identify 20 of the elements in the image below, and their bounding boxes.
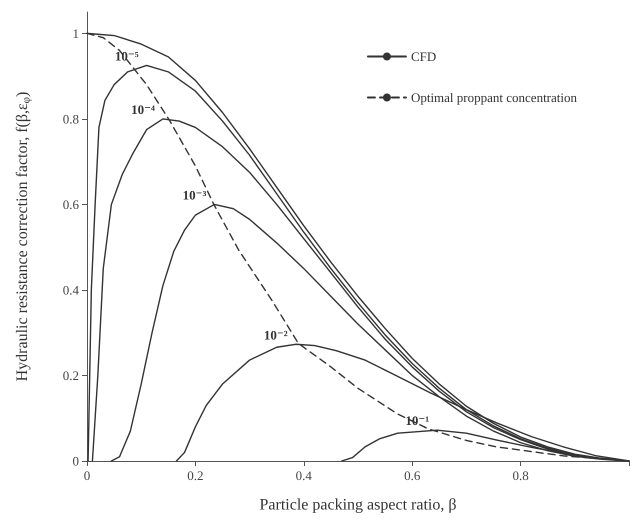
y-tick-label: 0.6 — [62, 196, 80, 212]
annotation: 10⁻¹ — [405, 413, 430, 428]
y-axis-title: Hydraulic resistance correction factor, f(β,εφ) — [14, 92, 32, 382]
legend-label: Optimal proppant concentration — [410, 90, 578, 105]
x-tick-label: 0.8 — [512, 468, 529, 483]
annotation: 10⁻⁵ — [114, 48, 139, 64]
legend-label: CFD — [410, 49, 436, 64]
y-tick-label: 0.8 — [62, 111, 79, 126]
y-tick-label: 0.4 — [62, 282, 80, 298]
y-tick-label: 1 — [72, 26, 79, 41]
x-axis-title: Particle packing aspect ratio, β — [260, 496, 456, 514]
annotation: 10⁻⁴ — [131, 102, 155, 117]
x-tick-label: 0.2 — [187, 468, 204, 483]
annotation: 10⁻² — [264, 327, 288, 342]
x-tick-label: 0.4 — [296, 468, 312, 483]
x-tick-label: 0.6 — [404, 468, 421, 483]
y-tick-label: 0.2 — [62, 368, 79, 383]
y-tick-label: 0 — [72, 454, 79, 468]
annotation: 10⁻³ — [182, 187, 206, 202]
x-tick-label: 0 — [84, 468, 90, 483]
